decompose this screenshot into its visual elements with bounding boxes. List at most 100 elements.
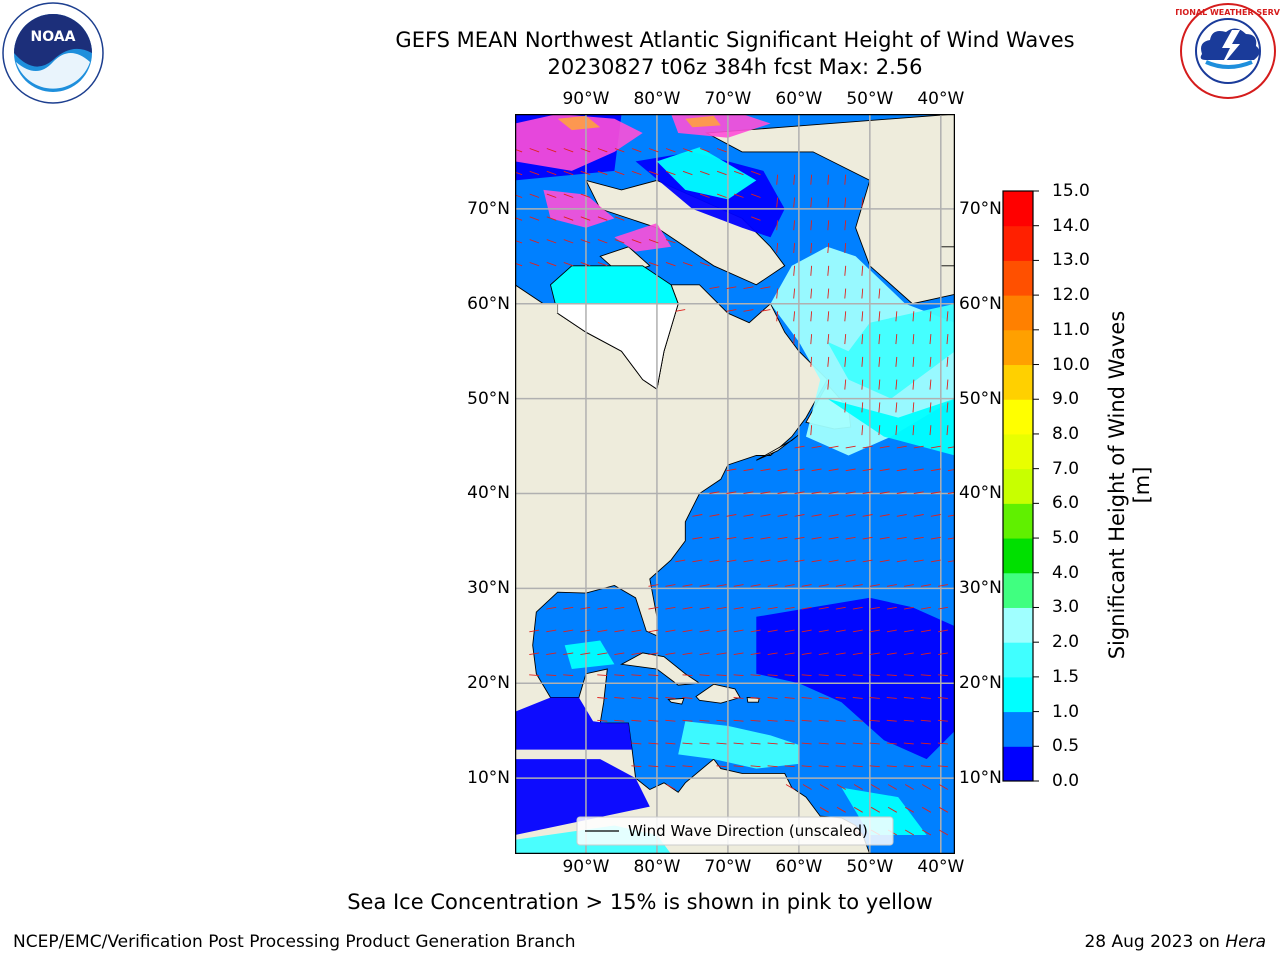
wave-direction-arrow <box>709 491 720 494</box>
wave-direction-arrow <box>682 261 693 267</box>
wave-direction-arrow <box>760 536 771 540</box>
wave-direction-arrow <box>580 170 591 176</box>
colorbar-tick-label: 11.0 <box>1052 319 1090 340</box>
lon-tick-label: 70°W <box>704 857 752 877</box>
wave-direction-arrow <box>811 445 822 449</box>
wave-direction-arrow <box>810 311 813 322</box>
wave-direction-arrow <box>861 425 864 436</box>
wave-direction-arrow <box>760 559 771 563</box>
colorbar-segment <box>1003 225 1033 261</box>
wave-direction-arrow <box>811 468 822 472</box>
wave-height-map: Wind Wave Direction (unscaled) <box>515 114 955 854</box>
wave-direction-arrow <box>682 719 693 722</box>
wave-direction-arrow <box>546 652 557 656</box>
wave-direction-arrow <box>614 239 625 244</box>
colorbar-tick-label: 13.0 <box>1052 250 1090 271</box>
wave-direction-arrow <box>818 629 829 633</box>
wave-direction-arrow <box>750 584 761 587</box>
wave-direction-arrow <box>709 559 720 563</box>
nws-logo-text: NATIONAL WEATHER SERVICE <box>1176 8 1280 17</box>
wave-direction-arrow <box>929 402 932 413</box>
wave-direction-arrow <box>563 239 574 244</box>
lat-tick-label: 20°N <box>467 673 510 694</box>
wave-direction-arrow <box>886 719 897 722</box>
wave-direction-arrow <box>563 193 574 198</box>
wave-direction-arrow <box>929 379 932 390</box>
wave-direction-arrow <box>614 719 625 722</box>
wave-direction-arrow <box>835 674 846 677</box>
wave-direction-arrow <box>631 697 642 699</box>
wave-direction-arrow <box>845 514 856 517</box>
wave-direction-arrow <box>733 765 744 768</box>
wave-direction-arrow <box>913 514 924 517</box>
wave-direction-arrow <box>743 286 754 290</box>
wave-direction-arrow <box>946 356 949 367</box>
wave-direction-arrow <box>767 765 778 768</box>
wave-direction-arrow <box>801 674 812 677</box>
wave-direction-arrow <box>529 170 540 176</box>
wave-direction-arrow <box>597 148 608 153</box>
wave-direction-arrow <box>648 697 659 699</box>
wave-height-field <box>515 114 955 854</box>
wave-direction-arrow <box>912 402 915 413</box>
wave-direction-arrow <box>903 674 914 677</box>
sea-ice-north <box>515 114 643 171</box>
wave-direction-arrow <box>716 584 727 587</box>
wave-direction-arrow <box>515 194 523 198</box>
colorbar-tick-label: 1.5 <box>1052 666 1080 687</box>
wave-direction-arrow <box>760 286 771 290</box>
colorbar-tick-label: 0.5 <box>1052 736 1080 757</box>
wave-direction-arrow <box>793 174 796 185</box>
wave-direction-arrow <box>852 765 863 768</box>
colorbar-tick-label: 4.0 <box>1052 562 1080 583</box>
lat-tick-label: 50°N <box>467 388 510 409</box>
wave-direction-arrow <box>631 674 642 677</box>
wave-direction-arrow <box>750 629 761 633</box>
wave-direction-arrow <box>913 445 924 449</box>
wave-direction-arrow <box>938 652 948 656</box>
wave-direction-arrow <box>648 674 659 677</box>
wave-direction-arrow <box>878 425 881 436</box>
wave-direction-arrow <box>699 719 710 722</box>
lat-tick-label: 10°N <box>959 768 1002 789</box>
wave-direction-arrow <box>648 652 659 656</box>
wave-direction-arrow <box>751 193 761 198</box>
wave-direction-arrow <box>819 806 829 813</box>
wave-direction-arrow <box>845 468 856 472</box>
wave-direction-arrow <box>878 402 881 413</box>
wave-direction-arrow <box>937 697 948 699</box>
wave-direction-arrow <box>709 514 720 517</box>
wave-direction-arrow <box>869 606 880 610</box>
wave-direction-arrow <box>699 170 710 176</box>
wave-direction-arrow <box>751 170 761 176</box>
wave-direction-arrow <box>844 311 847 322</box>
wave-direction-arrow <box>682 742 693 745</box>
wave-direction-arrow <box>828 468 839 472</box>
wave-direction-arrow <box>947 446 955 449</box>
wave-direction-arrow <box>597 170 608 176</box>
wave-direction-arrow <box>648 719 659 722</box>
colorbar-segment <box>1003 746 1033 782</box>
wave-direction-arrow <box>631 170 642 176</box>
wave-direction-arrow <box>733 697 744 699</box>
wave-direction-arrow <box>743 514 754 517</box>
noaa-logo-text: NOAA <box>31 29 76 45</box>
wave-direction-arrow <box>827 356 830 367</box>
wave-direction-arrow <box>947 491 955 494</box>
wave-direction-arrow <box>614 606 625 610</box>
wave-direction-arrow <box>614 674 625 677</box>
gulf-patch <box>564 640 615 669</box>
wave-direction-arrow <box>767 606 778 610</box>
wave-direction-arrow <box>767 629 778 633</box>
wave-direction-arrow <box>827 220 830 231</box>
wave-direction-arrow <box>810 174 813 185</box>
mainland-patch <box>515 303 558 314</box>
wave-direction-arrow <box>810 197 813 208</box>
wave-direction-arrow <box>666 784 676 790</box>
wave-direction-arrow <box>810 334 813 345</box>
wave-direction-arrow <box>895 356 898 367</box>
wave-direction-arrow <box>563 216 574 221</box>
wave-direction-arrow <box>597 216 608 221</box>
wave-direction-arrow <box>903 765 914 768</box>
wave-direction-arrow <box>862 536 873 540</box>
